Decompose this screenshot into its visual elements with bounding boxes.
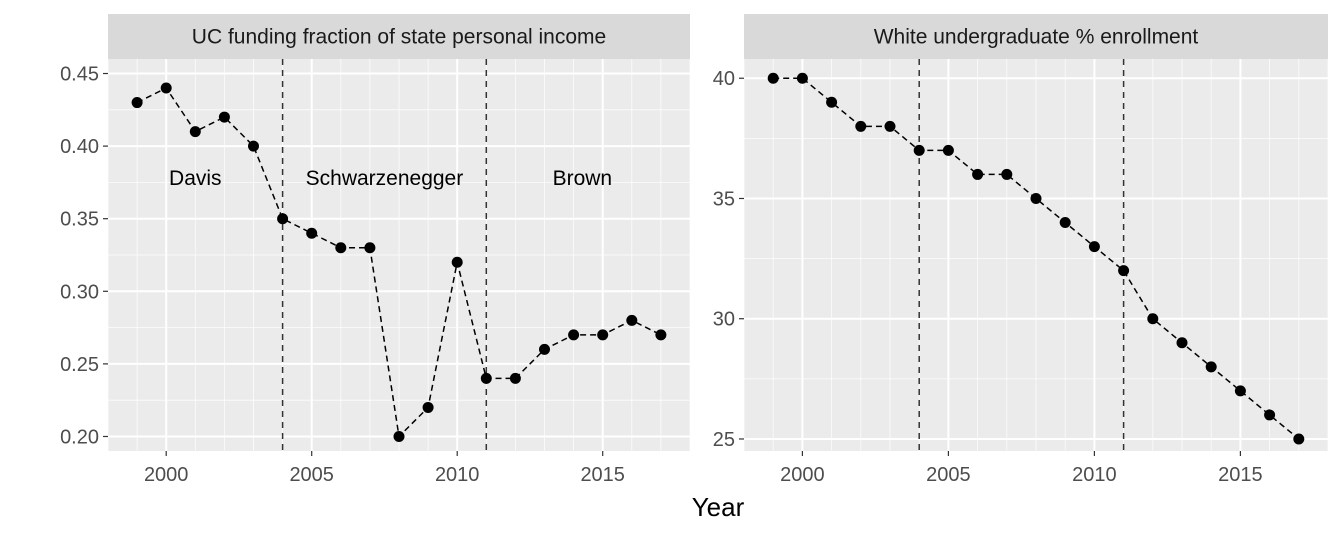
data-point xyxy=(277,213,289,225)
data-point xyxy=(626,314,638,326)
data-point xyxy=(393,430,405,442)
annotation-label: Schwarzenegger xyxy=(306,167,464,190)
facet-strip xyxy=(108,14,690,59)
data-point xyxy=(480,372,492,384)
data-point xyxy=(364,242,376,254)
facet-title: UC funding fraction of state personal in… xyxy=(192,26,606,49)
x-tick-label: 2005 xyxy=(926,464,971,486)
y-tick-label: 0.35 xyxy=(60,209,99,231)
data-point xyxy=(1059,217,1071,229)
data-point xyxy=(826,96,838,108)
data-point xyxy=(796,72,808,84)
data-point xyxy=(131,97,143,109)
data-point xyxy=(422,401,434,413)
x-tick-label: 2015 xyxy=(1218,464,1263,486)
data-point xyxy=(942,144,954,156)
data-point xyxy=(539,343,550,355)
y-tick-label: 40 xyxy=(713,68,735,90)
data-point xyxy=(972,168,984,180)
data-point xyxy=(509,372,521,384)
data-point xyxy=(568,329,580,341)
data-point xyxy=(1088,241,1100,253)
data-point xyxy=(248,140,259,152)
data-point xyxy=(335,242,347,254)
y-tick-label: 30 xyxy=(713,309,735,331)
panel-2: White undergraduate % enrollment 2000 2005… xyxy=(713,14,1329,486)
data-point xyxy=(451,256,463,268)
data-point xyxy=(160,82,172,94)
data-point xyxy=(218,111,230,123)
y-tick-label: 0.40 xyxy=(60,136,99,158)
data-point xyxy=(655,329,667,341)
panel-1: UC funding fraction of state personal in… xyxy=(60,14,691,486)
x-tick-label: 2015 xyxy=(580,464,625,486)
annotation-label: Davis xyxy=(169,167,222,190)
y-tick-label: 25 xyxy=(713,429,735,451)
data-point xyxy=(597,329,609,341)
data-point xyxy=(1293,433,1305,445)
x-tick-label: 2010 xyxy=(1072,464,1117,486)
data-point xyxy=(1001,168,1013,180)
facet-strip xyxy=(744,14,1328,59)
y-tick-label: 0.45 xyxy=(60,64,99,86)
x-tick-label: 2010 xyxy=(435,464,480,486)
y-tick-label: 0.20 xyxy=(60,426,99,448)
y-tick-label: 0.30 xyxy=(60,281,99,303)
x-axis-label: Year xyxy=(692,492,745,522)
data-point xyxy=(1030,192,1042,204)
data-point xyxy=(1264,409,1276,421)
data-point xyxy=(767,72,779,84)
y-tick-label: 35 xyxy=(713,188,735,210)
annotation-label: Brown xyxy=(553,167,613,190)
facet-title: White undergraduate % enrollment xyxy=(874,26,1199,49)
x-tick-label: 2000 xyxy=(780,464,825,486)
data-point xyxy=(1205,361,1217,373)
x-tick-label: 2000 xyxy=(144,464,189,486)
data-point xyxy=(1234,385,1246,397)
data-point xyxy=(855,120,867,132)
data-point xyxy=(884,120,896,132)
data-point xyxy=(1118,265,1130,277)
y-tick-label: 0.25 xyxy=(60,354,99,376)
data-point xyxy=(306,227,318,239)
data-point xyxy=(1176,337,1188,349)
data-point xyxy=(913,144,925,156)
x-tick-label: 2005 xyxy=(289,464,334,486)
data-point xyxy=(1147,313,1159,325)
data-point xyxy=(189,126,201,138)
